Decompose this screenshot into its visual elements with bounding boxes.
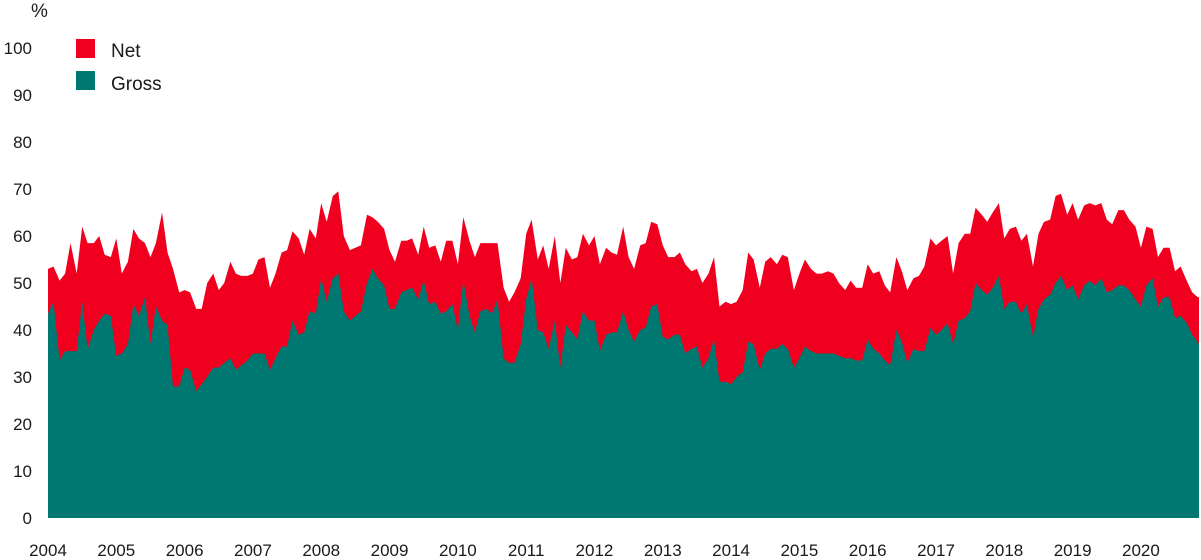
y-axis-ticks: 0 10 20 30 40 50 60 70 80 90 100 (4, 39, 32, 528)
x-tick-label: 2008 (302, 541, 340, 560)
y-tick-label: 80 (13, 133, 32, 152)
legend: Net Gross (76, 39, 162, 95)
y-tick-label: 20 (13, 415, 32, 434)
x-tick-label: 2005 (97, 541, 135, 560)
y-tick-label: 60 (13, 227, 32, 246)
x-tick-label: 2018 (985, 541, 1023, 560)
x-tick-label: 2016 (849, 541, 887, 560)
plot-areas (48, 191, 1199, 518)
x-tick-label: 2014 (712, 541, 750, 560)
x-tick-label: 2010 (439, 541, 477, 560)
y-tick-label: 30 (13, 368, 32, 387)
x-tick-label: 2006 (166, 541, 204, 560)
y-tick-label: 90 (13, 86, 32, 105)
x-axis-ticks: 2004 2005 2006 2007 2008 2009 2010 2011 2012 2013… (29, 541, 1160, 560)
x-tick-label: 2012 (576, 541, 614, 560)
legend-label-net: Net (111, 41, 141, 62)
x-tick-label: 2007 (234, 541, 272, 560)
x-tick-label: 2020 (1122, 541, 1160, 560)
x-tick-label: 2015 (780, 541, 818, 560)
legend-swatch-net (76, 39, 95, 58)
y-tick-label: 10 (13, 462, 32, 481)
x-tick-label: 2004 (29, 541, 67, 560)
y-tick-label: 50 (13, 274, 32, 293)
x-tick-label: 2013 (644, 541, 682, 560)
y-tick-label: 0 (23, 509, 32, 528)
y-tick-label: 100 (4, 39, 32, 58)
x-tick-label: 2019 (1054, 541, 1092, 560)
x-tick-label: 2017 (917, 541, 955, 560)
x-tick-label: 2009 (371, 541, 409, 560)
legend-swatch-gross (76, 71, 95, 90)
y-tick-label: 70 (13, 180, 32, 199)
area-series-gross (48, 268, 1199, 518)
y-axis-unit-label: % (31, 1, 48, 22)
y-tick-label: 40 (13, 321, 32, 340)
x-tick-label: 2011 (508, 541, 545, 560)
legend-label-gross: Gross (111, 74, 162, 95)
